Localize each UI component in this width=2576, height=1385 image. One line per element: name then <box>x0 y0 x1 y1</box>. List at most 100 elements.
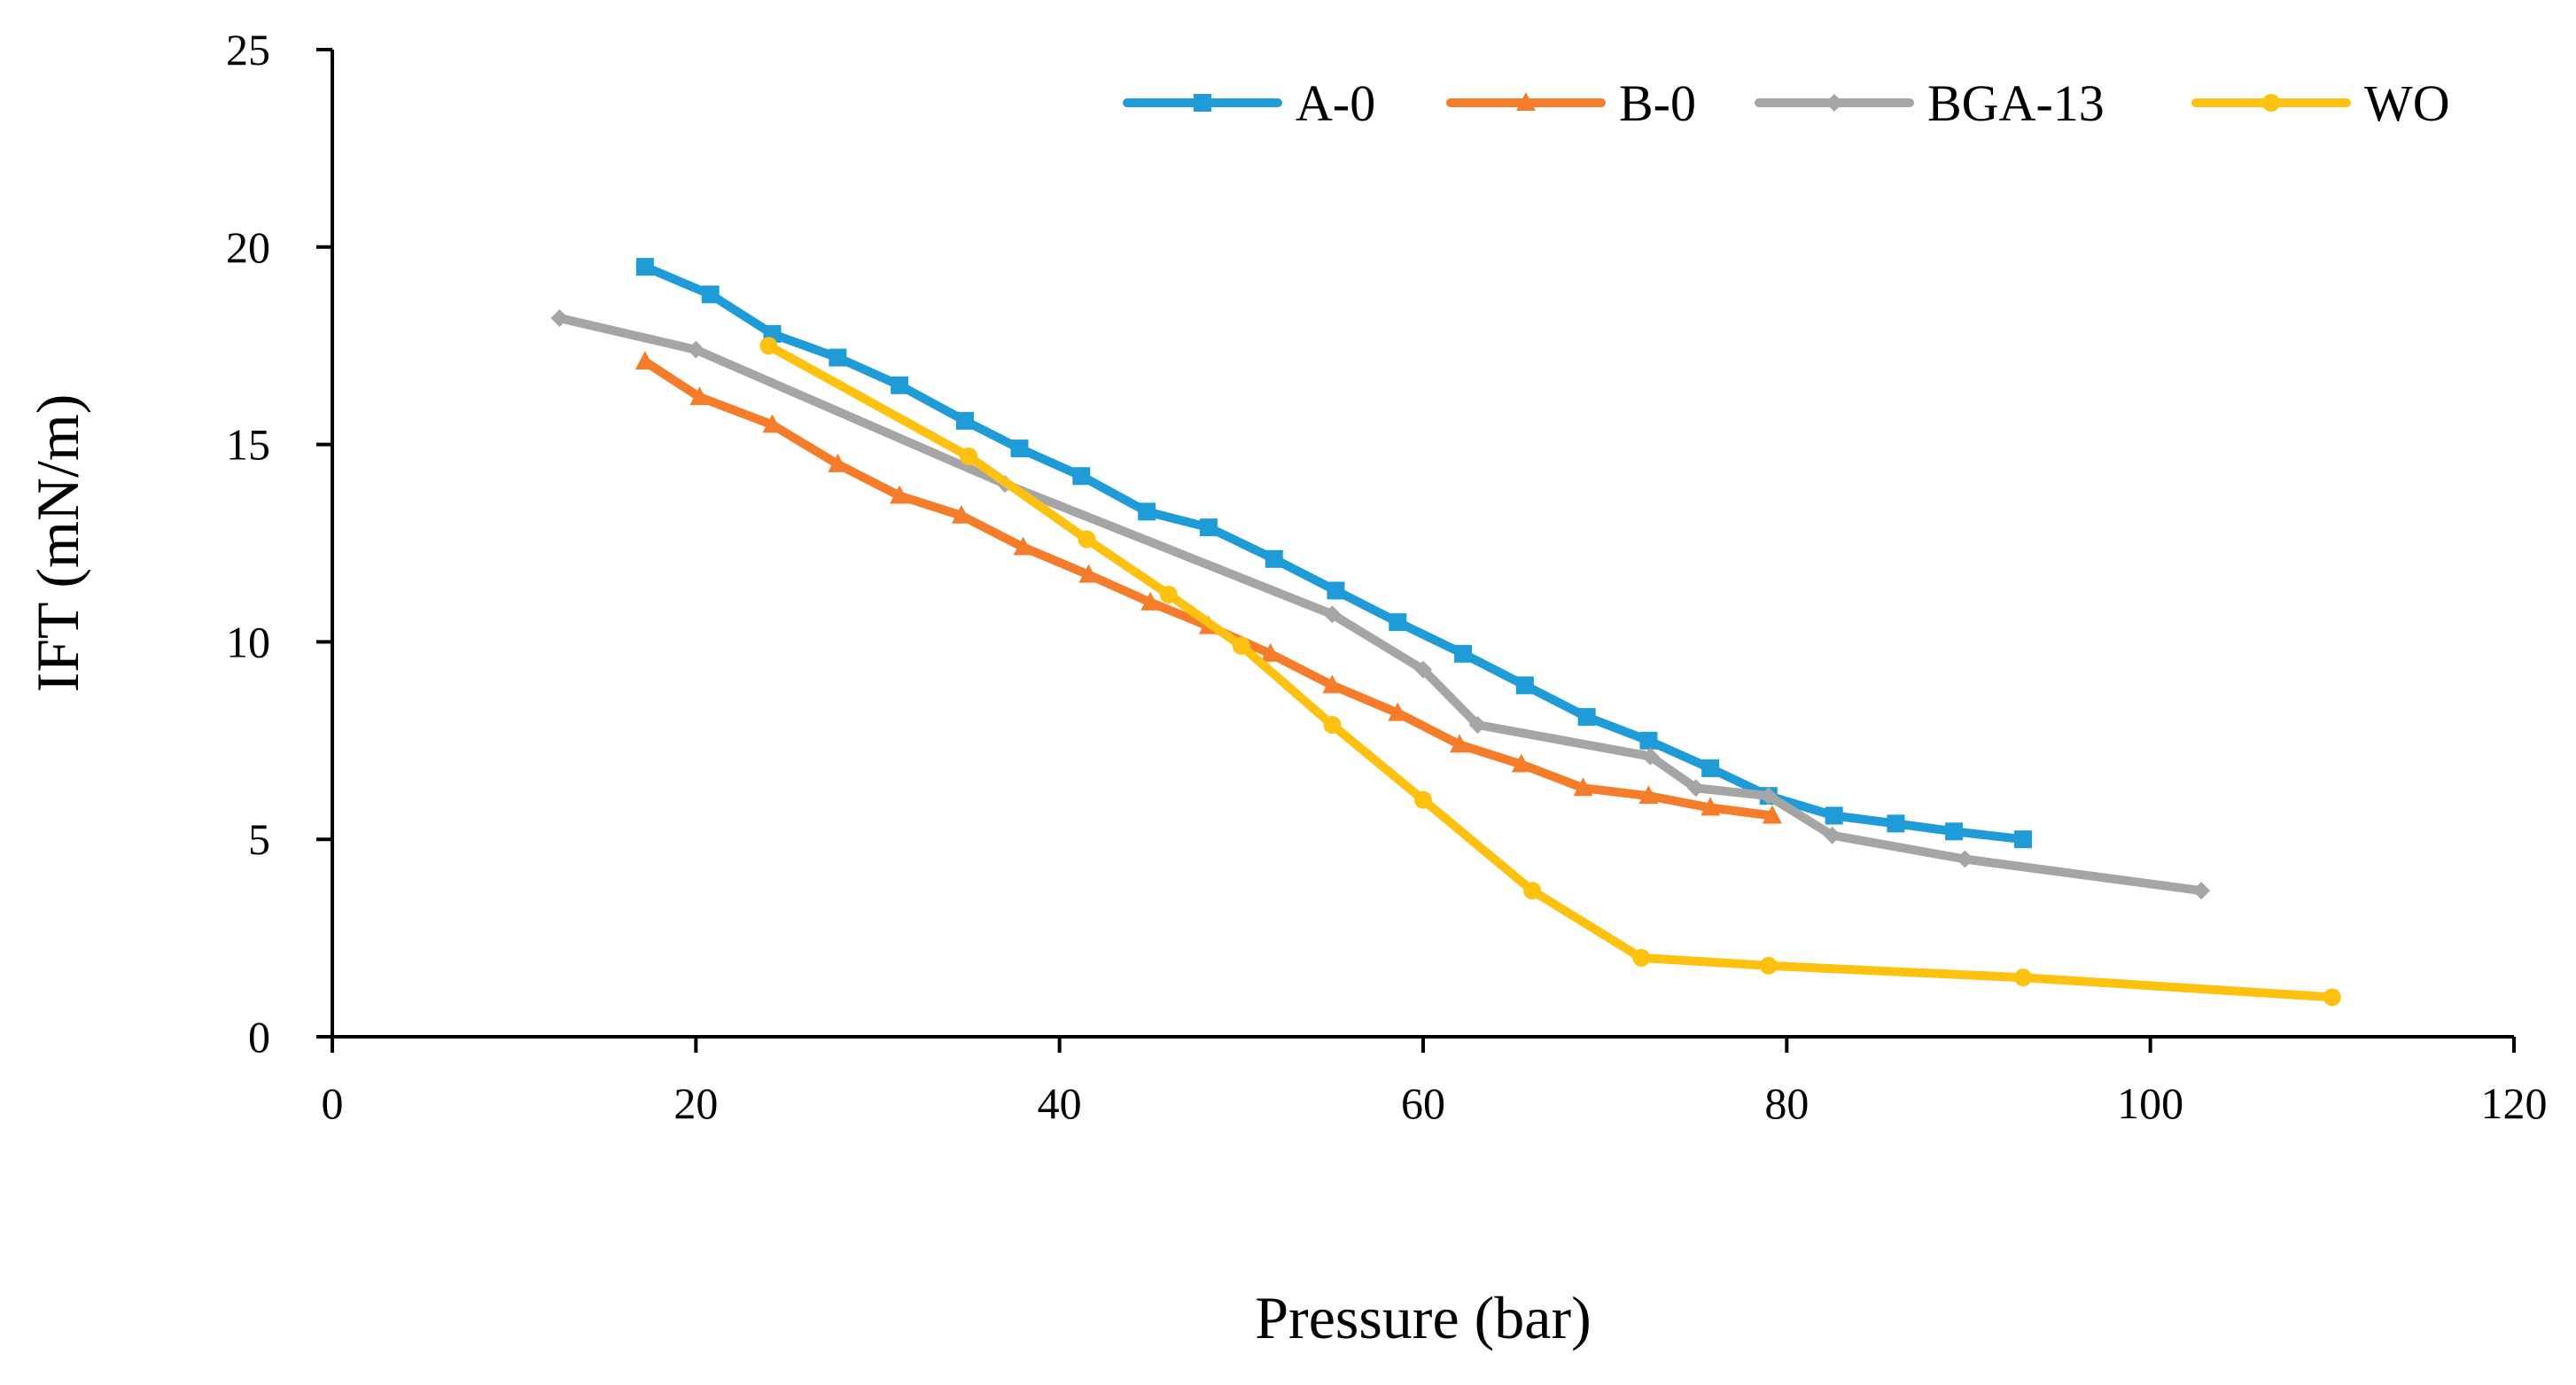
legend-item-b-0: B-0 <box>1446 74 1696 132</box>
data-point-bga-13 <box>1759 787 1778 805</box>
data-point-a-0 <box>1945 822 1964 841</box>
series-wo <box>759 337 2341 1007</box>
data-point-a-0 <box>635 258 654 276</box>
series-line-bga-13 <box>555 314 2206 896</box>
data-point-b-0 <box>1078 564 1099 583</box>
x-tick-label: 80 <box>1764 1078 1809 1128</box>
data-point-b-0 <box>1762 805 1782 824</box>
data-point-bga-13 <box>2192 882 2211 900</box>
data-point-a-0 <box>829 348 847 367</box>
y-tick-label: 20 <box>226 222 270 272</box>
data-point-a-0 <box>891 376 909 394</box>
data-point-a-0 <box>1577 708 1596 727</box>
data-point-a-0 <box>2014 830 2033 849</box>
data-point-wo <box>1232 636 1250 655</box>
data-point-b-0 <box>689 386 710 406</box>
data-point-wo <box>2323 988 2341 1007</box>
legend-marker <box>1194 94 1211 112</box>
data-point-wo <box>2014 969 2033 987</box>
legend: A-0 B-0 BGA-13 WO <box>1123 74 2450 132</box>
data-point-b-0 <box>1450 734 1470 753</box>
data-point-bga-13 <box>1468 715 1487 734</box>
legend-item-bga-13: BGA-13 <box>1755 74 2105 132</box>
data-point-bga-13 <box>1686 779 1705 798</box>
data-point-a-0 <box>1138 502 1156 521</box>
data-point-b-0 <box>1388 702 1408 721</box>
data-point-a-0 <box>1639 731 1658 750</box>
data-point-wo <box>1759 956 1778 975</box>
data-point-a-0 <box>1072 467 1091 486</box>
data-point-a-0 <box>1265 549 1283 568</box>
data-point-b-0 <box>890 485 910 504</box>
data-point-b-0 <box>1140 591 1161 611</box>
legend-label: A-0 <box>1296 74 1375 132</box>
data-point-b-0 <box>1638 785 1659 805</box>
data-point-wo <box>1414 790 1432 809</box>
data-point-a-0 <box>1515 676 1534 695</box>
data-point-a-0 <box>955 411 974 430</box>
data-point-a-0 <box>701 285 720 304</box>
y-tick-label: 15 <box>226 420 270 470</box>
legend-marker <box>1516 92 1536 111</box>
series-line-wo <box>764 341 2337 1002</box>
y-tick-label: 10 <box>226 617 270 666</box>
legend-item-a-0: A-0 <box>1123 74 1375 132</box>
x-tick-label: 60 <box>1401 1078 1445 1128</box>
data-point-b-0 <box>1573 777 1593 797</box>
data-point-b-0 <box>828 453 848 472</box>
data-point-a-0 <box>1327 581 1345 600</box>
data-point-wo <box>1078 530 1096 549</box>
x-tick-label: 0 <box>322 1078 344 1128</box>
data-point-b-0 <box>1260 642 1280 662</box>
data-point-a-0 <box>1825 806 1843 825</box>
data-point-b-0 <box>634 351 655 370</box>
data-point-b-0 <box>1322 674 1342 694</box>
data-point-b-0 <box>1511 753 1531 773</box>
x-tick-label: 20 <box>673 1078 718 1128</box>
data-point-b-0 <box>762 414 782 433</box>
data-point-a-0 <box>1454 644 1473 663</box>
series-bga-13 <box>550 309 2211 900</box>
legend-label: BGA-13 <box>1927 74 2105 132</box>
data-point-bga-13 <box>687 340 705 359</box>
data-point-a-0 <box>1887 814 1905 833</box>
y-axis-title: IFT (mN/m) <box>24 394 91 693</box>
data-point-wo <box>1323 715 1342 734</box>
series-layer <box>550 258 2341 1007</box>
data-point-bga-13 <box>1414 660 1432 679</box>
data-point-wo <box>1632 948 1651 967</box>
data-point-bga-13 <box>1323 605 1342 624</box>
y-axis-ticks: 0 5 10 15 20 25 <box>226 25 332 1062</box>
data-point-a-0 <box>1389 613 1407 632</box>
legend-label: B-0 <box>1619 74 1696 132</box>
legend-label: WO <box>2364 74 2450 132</box>
series-a-0 <box>635 258 2033 849</box>
legend-item-wo: WO <box>2191 74 2450 132</box>
data-point-a-0 <box>1199 518 1218 537</box>
data-point-b-0 <box>951 504 971 524</box>
legend-marker <box>2262 94 2280 112</box>
data-point-wo <box>1523 882 1542 900</box>
x-axis-ticks: 0 20 40 60 80 100 120 <box>322 1037 2548 1128</box>
x-tick-label: 100 <box>2117 1078 2183 1128</box>
data-point-bga-13 <box>1823 826 1841 844</box>
data-point-bga-13 <box>550 309 569 328</box>
data-point-b-0 <box>1013 536 1033 556</box>
series-line-a-0 <box>640 262 2028 844</box>
legend-marker <box>1825 94 1843 112</box>
x-tick-label: 120 <box>2481 1078 2548 1128</box>
x-tick-label: 40 <box>1038 1078 1082 1128</box>
data-point-bga-13 <box>1956 850 1974 868</box>
y-tick-label: 5 <box>248 814 270 864</box>
data-point-b-0 <box>1700 797 1721 816</box>
data-point-a-0 <box>1010 440 1029 458</box>
y-tick-label: 0 <box>248 1012 270 1062</box>
data-point-a-0 <box>1701 759 1720 777</box>
data-point-wo <box>759 337 778 355</box>
axes <box>331 50 2514 1039</box>
data-point-wo <box>1159 585 1178 603</box>
x-axis-title: Pressure (bar) <box>1255 1284 1592 1351</box>
y-tick-label: 25 <box>226 25 270 74</box>
data-point-bga-13 <box>1641 747 1660 766</box>
